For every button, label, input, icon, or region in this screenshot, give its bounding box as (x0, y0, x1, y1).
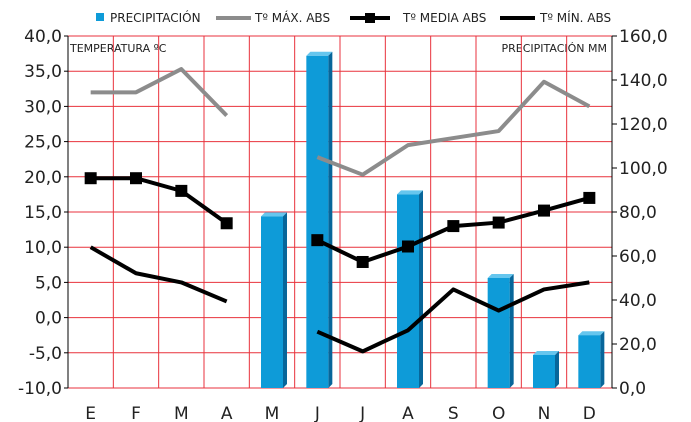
legend-swatch-precipitation (96, 13, 104, 21)
left-tick-label: 25,0 (24, 133, 62, 153)
max-temperature-line (316, 79, 591, 177)
right-tick-label: 60,0 (619, 247, 657, 267)
precipitation-bar-top (397, 190, 423, 195)
temperature-lines (84, 67, 596, 354)
min-temperature-line (89, 245, 228, 304)
left-tick-label: 40,0 (24, 27, 62, 47)
left-axis-title: TEMPERATURA ºC (69, 42, 167, 55)
x-tick-label: A (402, 404, 414, 422)
precipitation-bar (533, 355, 555, 388)
precipitation-bar (306, 55, 329, 389)
x-tick-label: D (583, 404, 596, 422)
precipitation-bar-side (419, 190, 423, 388)
mean-temperature-marker (84, 172, 97, 185)
precipitation-bar-side (555, 351, 559, 388)
precipitation-bars (261, 51, 605, 389)
x-tick-label: F (131, 404, 141, 422)
precipitation-bar (261, 216, 283, 388)
left-tick-label: 15,0 (24, 203, 62, 223)
legend-marker-mean (365, 13, 375, 23)
x-tick-label: M (265, 404, 280, 422)
left-tick-label: 30,0 (24, 97, 62, 117)
x-tick-label: E (85, 404, 96, 422)
mean-temperature-marker (220, 217, 233, 230)
mean-temperature-marker (583, 191, 596, 204)
left-tick-label: -10,0 (18, 379, 62, 399)
x-tick-label: N (538, 404, 551, 422)
legend-label-min: Tº MÍN. ABS (539, 10, 611, 25)
mean-temperature-marker (402, 240, 414, 253)
precipitation-bar-top (261, 212, 287, 217)
left-tick-label: 20,0 (24, 168, 62, 188)
right-axis-title: PRECIPITACIÓN MM (501, 42, 607, 55)
mean-temperature-marker (538, 204, 550, 217)
right-tick-label: 100,0 (619, 159, 668, 179)
legend-label-max: Tº MÁX. ABS (254, 10, 330, 25)
left-tick-label: -5,0 (29, 344, 62, 364)
max-temperature-line (90, 67, 229, 117)
mean-temperature-marker (175, 184, 188, 197)
right-axis-ticks: 160,0 140,0 120,0 100,0 80,0 60,0 40,0 20,0 0,0 (611, 27, 668, 399)
precipitation-bar-top (533, 351, 559, 355)
mean-temperature-marker (492, 216, 505, 229)
left-tick-label: 10,0 (24, 238, 62, 258)
mean-temperature-marker (130, 172, 142, 185)
mean-temperature-marker (447, 220, 460, 233)
legend: PRECIPITACIÓN Tº MÁX. ABS Tº MEDIA ABS T… (96, 10, 611, 25)
precipitation-bar (578, 335, 601, 388)
precipitation-bar (397, 194, 419, 388)
precipitation-bar-top (487, 274, 514, 278)
right-tick-label: 0,0 (619, 379, 646, 399)
precipitation-bar-side (328, 51, 333, 389)
x-tick-label: M (174, 404, 189, 422)
x-tick-label: A (221, 404, 233, 422)
grid (67, 35, 613, 389)
right-tick-label: 40,0 (619, 291, 657, 311)
right-tick-label: 80,0 (619, 203, 657, 223)
x-tick-label: J (359, 404, 365, 422)
right-tick-label: 20,0 (619, 335, 657, 355)
right-tick-label: 140,0 (619, 71, 668, 91)
precipitation-bar-side (283, 212, 287, 388)
legend-label-precipitation: PRECIPITACIÓN (110, 10, 201, 25)
x-tick-label: J (314, 404, 320, 422)
precipitation-bar-side (600, 331, 605, 388)
precipitation-bar (487, 278, 510, 388)
right-tick-label: 160,0 (619, 27, 668, 47)
mean-temperature-line (90, 176, 228, 225)
x-tick-label: S (448, 404, 459, 422)
precipitation-bar-side (509, 274, 514, 388)
mean-temperature-marker (356, 255, 369, 268)
mean-temperature-marker (311, 234, 324, 247)
left-axis-ticks: 40,0 35,0 30,0 25,0 20,0 15,0 10,0 5,0 0,0 -5,0 -1… (18, 27, 69, 399)
left-tick-label: 5,0 (35, 273, 62, 293)
x-tick-label: O (492, 404, 505, 422)
precipitation-bar-top (306, 51, 333, 56)
precipitation-bar-top (578, 331, 605, 336)
left-tick-label: 35,0 (24, 62, 62, 82)
left-tick-label: 0,0 (35, 309, 62, 329)
right-tick-label: 120,0 (619, 115, 668, 135)
min-temperature-line (316, 280, 590, 354)
legend-label-mean: Tº MEDIA ABS (402, 11, 486, 25)
